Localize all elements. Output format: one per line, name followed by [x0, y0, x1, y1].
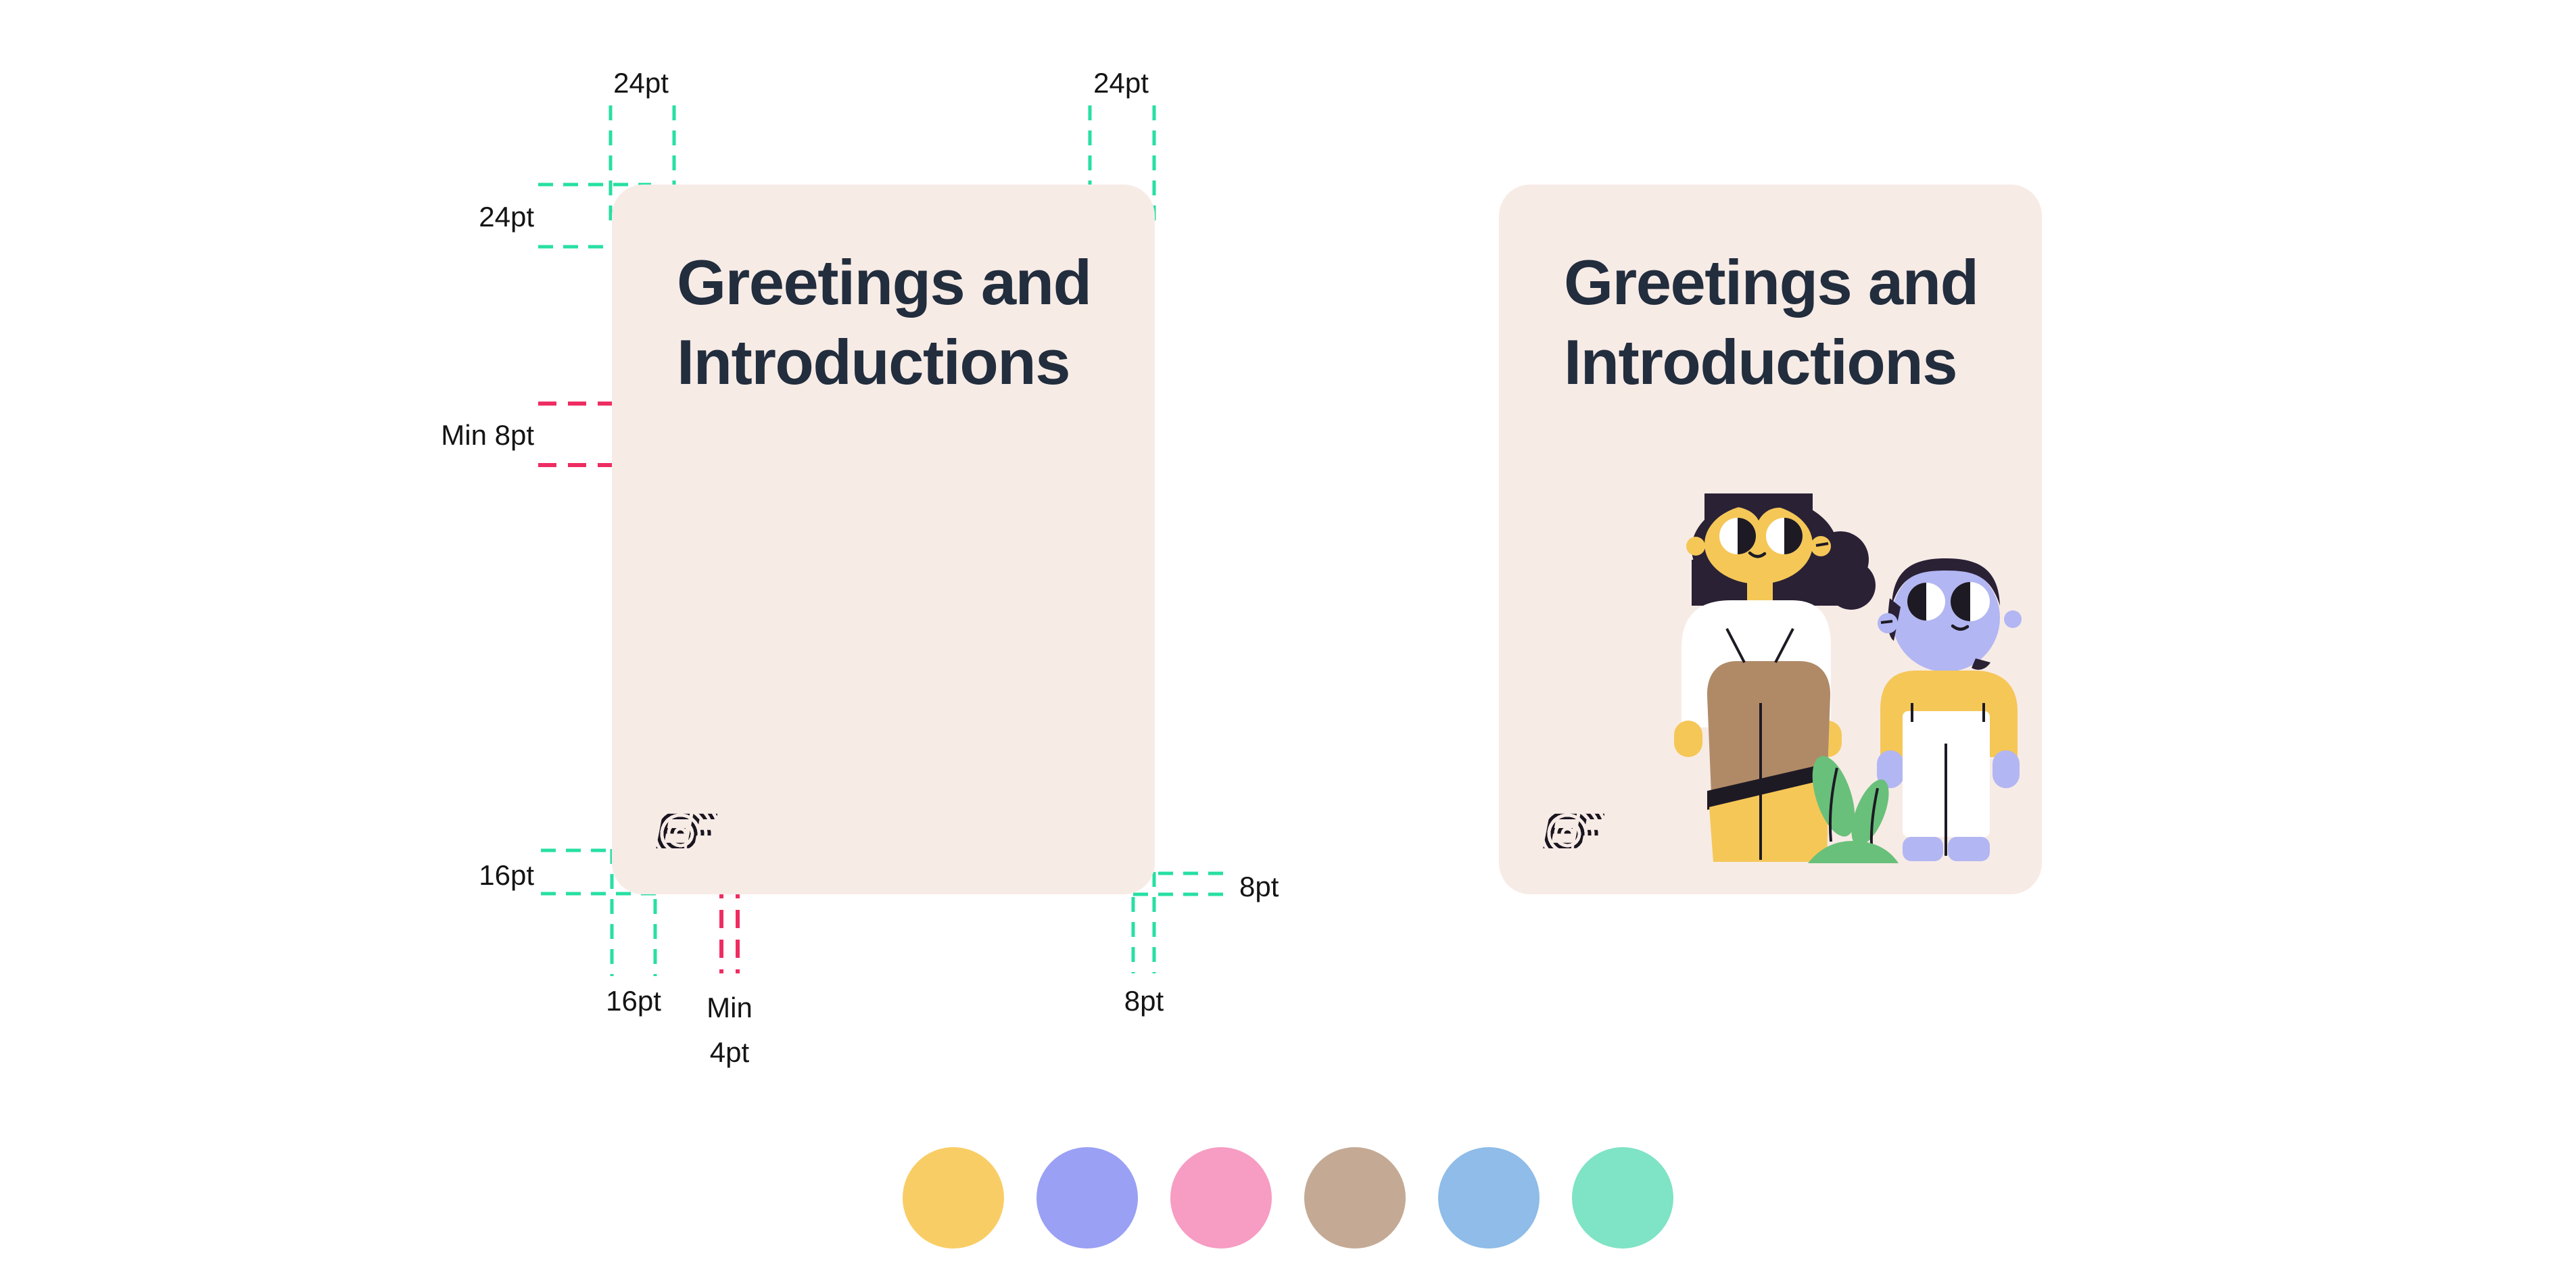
measurement-label-min-4pt-line1: Min	[707, 992, 753, 1023]
card-title-line-1: Greetings and	[677, 247, 1092, 318]
palette-swatch-tan	[1304, 1147, 1406, 1249]
ef-logo: EF	[1542, 806, 1617, 856]
card-title-line-2: Introductions	[677, 326, 1071, 397]
people-illustration	[1674, 493, 2022, 863]
palette-swatch-periwinkle	[1036, 1147, 1138, 1249]
measurement-label-top-left-24pt: 24pt	[613, 67, 669, 99]
palette-swatch-mint	[1572, 1147, 1673, 1249]
palette-swatch-light-blue	[1438, 1147, 1540, 1249]
card-title-line-2: Introductions	[1564, 326, 1958, 397]
measurement-label-min-8pt: Min 8pt	[441, 419, 534, 451]
card-title: Greetings and Introductions	[1564, 243, 1997, 402]
card-example-right: Greetings and Introductions	[1499, 185, 2042, 894]
measurement-label-side-24pt: 24pt	[479, 201, 534, 233]
measurement-label-bottom-8pt: 8pt	[1124, 985, 1164, 1017]
child-face	[1892, 564, 2000, 672]
measurement-label-side-16pt: 16pt	[479, 859, 534, 891]
measurement-label-min-4pt-line2: 4pt	[709, 1036, 750, 1068]
palette-swatch-pink	[1170, 1147, 1272, 1249]
measurement-label-right-8pt: 8pt	[1239, 871, 1279, 902]
measurement-label-top-right-24pt: 24pt	[1093, 67, 1149, 99]
woman-hair-fringe	[1704, 493, 1813, 542]
woman-figure	[1674, 493, 1876, 862]
card-title: Greetings and Introductions	[677, 243, 1110, 402]
palette-swatch-yellow	[903, 1147, 1004, 1249]
woman-eyes	[1719, 518, 1803, 554]
child-eyes	[1907, 582, 1990, 621]
child-figure	[1877, 558, 2022, 861]
card-title-line-1: Greetings and	[1564, 247, 1979, 318]
ef-logo: EF	[655, 806, 730, 856]
plant	[1808, 756, 1899, 863]
card-spec-left: Greetings and Introductions EF	[612, 185, 1155, 894]
measurement-label-min-4pt: Min 4pt	[675, 986, 784, 1075]
measurement-label-bottom-16pt: 16pt	[606, 985, 661, 1017]
